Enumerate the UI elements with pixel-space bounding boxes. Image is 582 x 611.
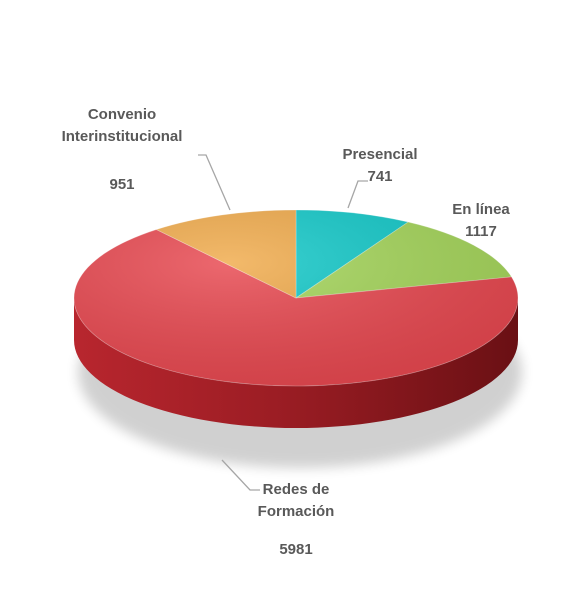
leader-line-redes-de-formacion — [221, 459, 260, 491]
slice-value-convenio-interinstitucional: 951 — [109, 176, 134, 193]
slice-value-redes-de-formacion: 5981 — [279, 541, 312, 558]
slice-label-line: Formación — [258, 503, 335, 520]
slice-label-line: Presencial — [342, 146, 417, 163]
slice-label-en-linea: En línea — [452, 201, 510, 218]
slice-label-redes-de-formacion: Redes de Formación — [258, 481, 335, 520]
slice-label-convenio-interinstitucional: Convenio Interinstitucional — [62, 106, 183, 145]
leader-line-convenio-interinstitucional — [198, 154, 231, 211]
slice-label-line: En línea — [452, 201, 510, 218]
slice-label-line: Redes de — [263, 481, 330, 498]
leader-line-presencial — [347, 180, 368, 209]
slice-label-presencial: Presencial — [342, 146, 417, 163]
slice-value-presencial: 741 — [367, 168, 392, 185]
slice-label-line: Interinstitucional — [62, 128, 183, 145]
slice-value-en-linea: 1117 — [465, 223, 497, 240]
pie-side-redes-de-formacion — [74, 298, 518, 428]
slice-label-line: Convenio — [88, 106, 156, 123]
